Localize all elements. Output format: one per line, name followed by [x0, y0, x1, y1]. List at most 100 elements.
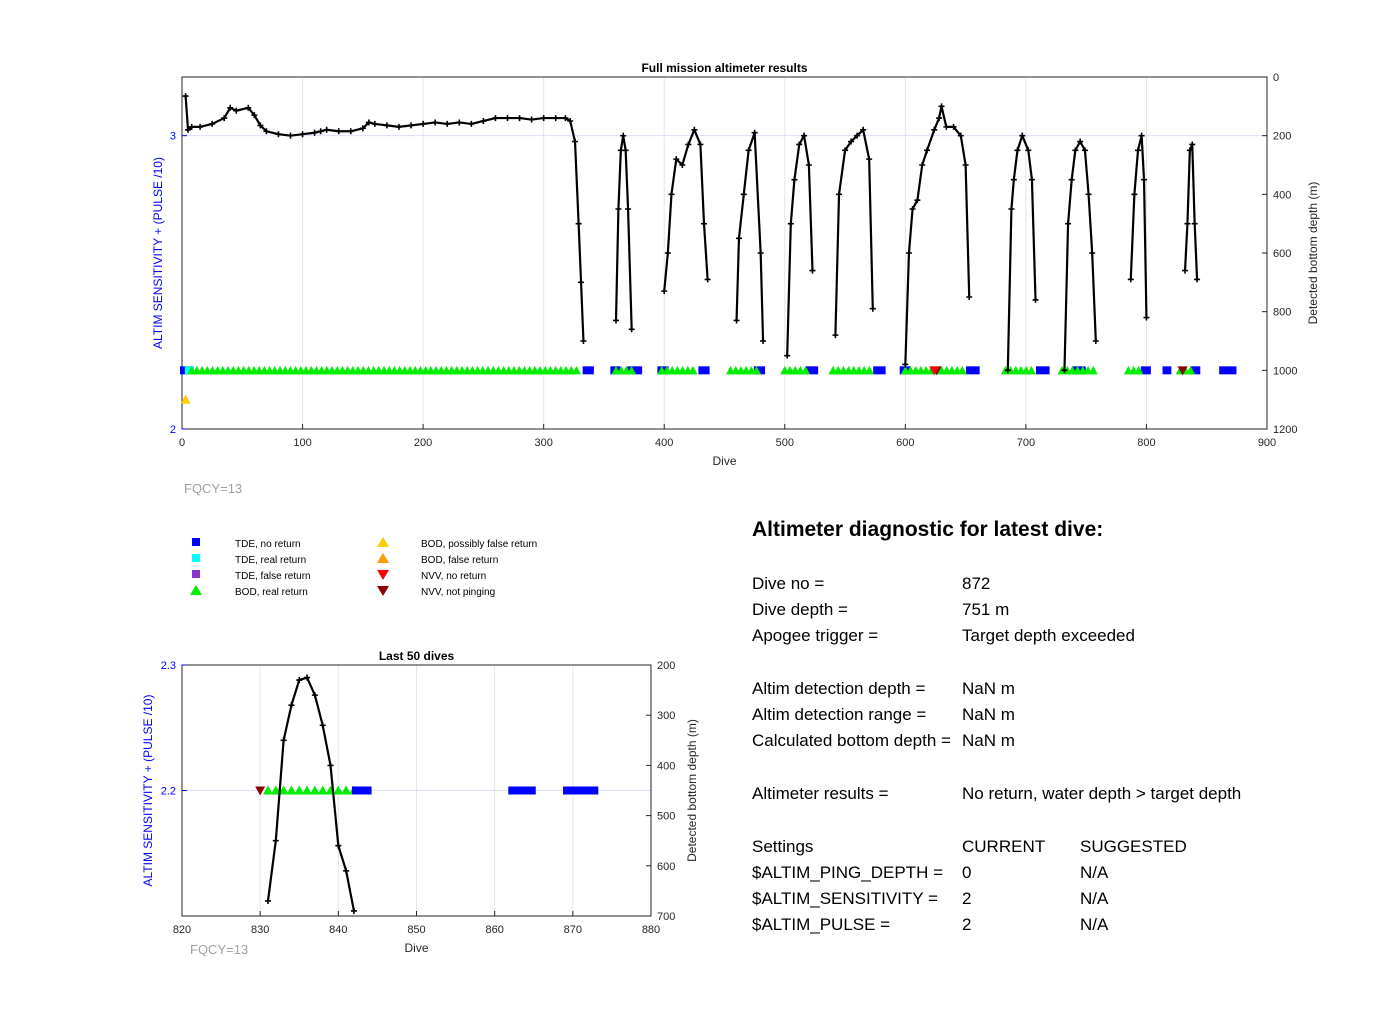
diagnostic-key: Settings: [752, 837, 814, 856]
chart1-bod-marker: [262, 785, 273, 795]
chart0-depth-point: [685, 141, 692, 148]
chart0-depth-point: [1072, 147, 1079, 154]
chart1-depth-point: [280, 737, 287, 744]
chart0-depth-line: [1129, 135, 1148, 318]
chart1-depth-point: [288, 702, 295, 709]
legend-entry-label: TDE, false return: [235, 571, 311, 582]
chart0-depth-point: [784, 352, 791, 359]
chart0-depth-point: [848, 138, 855, 145]
chart0-depth-point: [1065, 220, 1072, 227]
chart0-y-right-axis-label: Detected bottom depth (m): [1306, 182, 1320, 325]
diagnostic-value: NaN m: [962, 705, 1015, 724]
chart0-depth-point: [668, 191, 675, 198]
chart0-depth-point: [221, 115, 228, 122]
chart0-depth-point: [365, 119, 372, 126]
chart0-depth-point: [567, 118, 574, 124]
chart1-x-axis-label: Dive: [404, 941, 428, 955]
chart0-x-tick-label: 0: [179, 437, 185, 449]
chart0-depth-point: [371, 120, 378, 127]
legend-triangle-down-marker: [377, 570, 389, 580]
chart0-tde-marker: [1140, 366, 1151, 375]
chart1-tde-marker: [351, 786, 372, 795]
chart0-depth-point: [832, 332, 839, 339]
chart0-x-axis-label: Dive: [712, 454, 736, 468]
chart1-x-tick-label: 870: [564, 924, 582, 936]
chart1-y-right-tick-label: 600: [657, 861, 675, 873]
chart0-depth-point: [1143, 314, 1150, 321]
chart0-depth-line: [786, 132, 814, 356]
chart1-depth-point: [335, 842, 342, 849]
chart0-tde-marker: [627, 366, 643, 375]
legend-entry-label: BOD, possibly false return: [421, 539, 537, 550]
chart0-depth-line: [904, 106, 971, 365]
diagnostic-key: $ALTIM_PULSE =: [752, 915, 891, 934]
chart0-depth-point: [1089, 250, 1096, 256]
chart0-y-right-tick-label: 1200: [1273, 424, 1297, 436]
chart0-axes-frame: [181, 76, 1268, 430]
chart0-depth-point: [257, 122, 264, 129]
chart0-bod-marker: [1186, 365, 1196, 375]
chart0-depth-point: [299, 131, 306, 138]
chart0-x-tick-label: 700: [1017, 437, 1035, 449]
chart1-bod-marker: [286, 785, 297, 795]
chart0-bod-marker: [1088, 365, 1098, 375]
chart0-depth-point: [620, 132, 627, 139]
chart0-depth-point: [735, 235, 742, 242]
chart0-depth-point: [733, 317, 740, 324]
legend-entry-label: BOD, real return: [235, 587, 308, 598]
chart0-y-right-tick-label: 400: [1273, 189, 1291, 201]
diagnostic-value: Target depth exceeded: [962, 626, 1135, 645]
diagnostic-title: Altimeter diagnostic for latest dive:: [752, 518, 1104, 541]
chart1-x-tick-label: 830: [251, 924, 269, 936]
diagnostic-value: 751 m: [962, 600, 1010, 619]
chart0-depth-point: [317, 128, 324, 135]
chart0-bod-marker: [571, 365, 581, 375]
chart1-depth-point: [327, 762, 334, 769]
chart0-depth-point: [664, 250, 671, 256]
chart0-depth-point: [866, 156, 873, 163]
chart0-depth-point: [1092, 338, 1099, 344]
chart0-depth-line: [735, 132, 765, 342]
diagnostic-key: Calculated bottom depth =: [752, 731, 951, 750]
chart0-depth-point: [760, 338, 767, 344]
legend-entry-label: NVV, not pinging: [421, 587, 495, 598]
chart0-depth-point: [1135, 147, 1142, 154]
chart0-depth-point: [615, 206, 622, 212]
chart0-depth-point: [185, 126, 192, 133]
chart0-depth-point: [740, 191, 747, 198]
legend-square-marker: [192, 570, 200, 578]
chart0-depth-point: [745, 147, 752, 154]
chart1-bod-marker: [341, 785, 352, 795]
diagnostic-value: 2: [962, 915, 972, 934]
chart0-depth-point: [1019, 132, 1026, 139]
chart0-depth-point: [245, 104, 252, 111]
chart1-x-tick-label: 850: [407, 924, 425, 936]
chart0-bod-marker: [180, 394, 191, 404]
chart0-depth-point: [444, 120, 451, 127]
chart0-depth-point: [1032, 296, 1039, 303]
chart0-depth-point: [697, 141, 704, 148]
chart0-y-tick-label: 2: [170, 424, 176, 436]
diagnostic-key: $ALTIM_SENSITIVITY =: [752, 889, 938, 908]
chart0-depth-point: [580, 338, 587, 344]
chart0-depth-point: [347, 128, 354, 135]
chart0-depth-point: [919, 162, 926, 168]
chart0-bod-marker: [1026, 365, 1036, 375]
chart0-depth-point: [528, 116, 535, 123]
chart0-depth-point: [1008, 206, 1015, 212]
chart1-x-tick-label: 840: [329, 924, 347, 936]
chart0-bod-marker: [864, 365, 874, 375]
chart0-depth-point: [575, 220, 582, 227]
chart0-depth-point: [1127, 276, 1134, 283]
chart1-depth-point: [319, 722, 326, 729]
chart0-depth-point: [1186, 147, 1193, 154]
diagnostic-value: NaN m: [962, 731, 1015, 750]
chart0-x-tick-label: 300: [534, 437, 552, 449]
diagnostic-key: Dive no =: [752, 574, 825, 593]
chart0-nvv-marker: [929, 366, 940, 376]
chart1-bod-marker: [302, 785, 313, 795]
chart0-depth-point: [625, 206, 632, 212]
chart0-depth-point: [311, 129, 318, 136]
chart0-depth-point: [456, 119, 463, 126]
